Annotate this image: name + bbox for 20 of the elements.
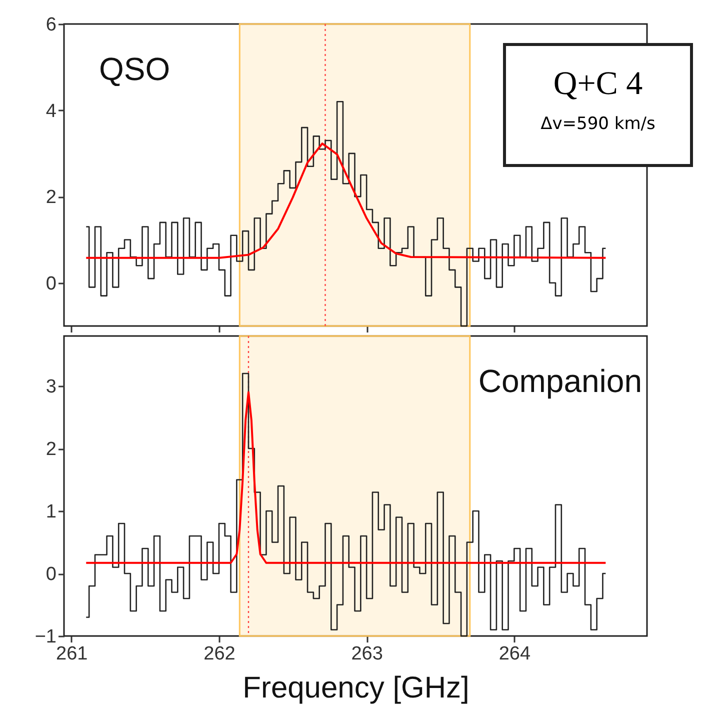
x-tick-label: 261 [56,644,88,664]
label-box: Q+C 4 Δv=590 km/s [503,43,693,167]
y-tick-label: 1 [46,502,56,522]
y-tick-label: 0 [46,564,56,585]
x-tick-label: 262 [204,644,236,664]
y-tick-label: 6 [46,14,56,36]
y-tick-label: 2 [46,187,56,208]
y-tick-label: 2 [46,439,56,460]
y-tick-label: −1 [34,626,56,648]
annotation: Companion [478,363,642,399]
x-tick-label: 264 [498,644,531,664]
y-tick-label: 0 [46,273,56,294]
annotation: Q+C 4 [552,65,644,104]
y-tick-label: 3 [46,376,56,398]
x-tick-label: 263 [351,644,383,664]
annotation: Δv=590 km/s [540,114,656,134]
y-tick-label: 4 [46,100,57,122]
annotation: QSO [99,51,170,87]
x-axis-title: Frequency [GHz] [242,672,470,704]
line-series [85,142,607,259]
